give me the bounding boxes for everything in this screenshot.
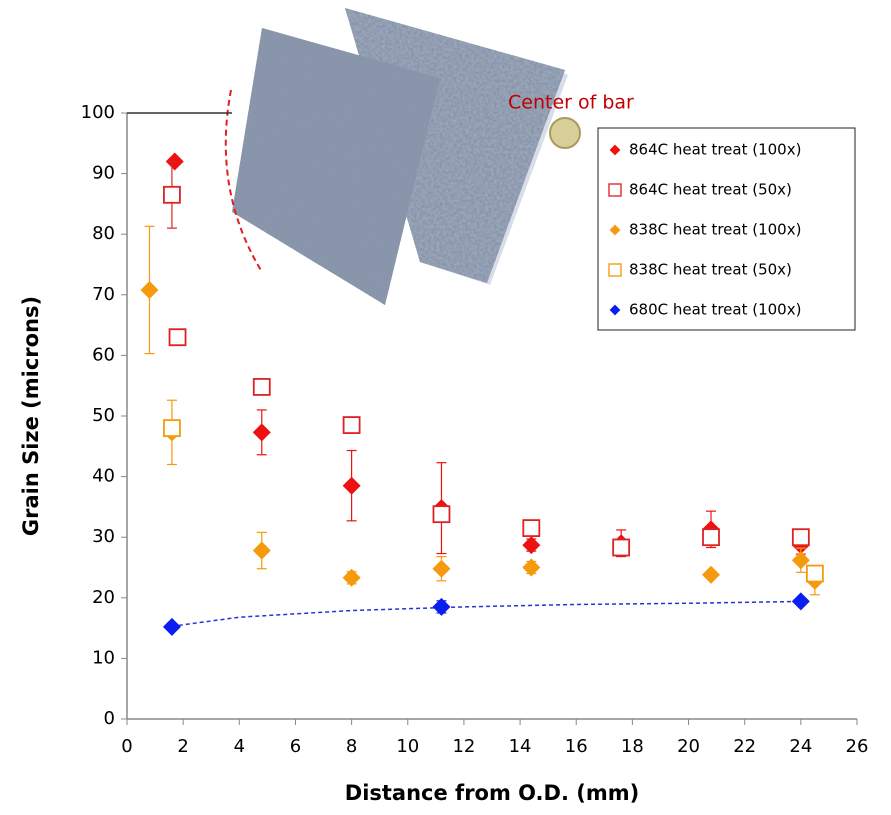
square-marker	[164, 420, 180, 436]
trendline	[172, 601, 801, 626]
square-marker	[703, 529, 719, 545]
y-tick-label: 0	[104, 708, 115, 729]
legend-label: 838C heat treat (100x)	[629, 221, 801, 239]
y-tick-label: 40	[92, 466, 115, 487]
y-tick-label: 10	[92, 647, 115, 668]
legend-label: 864C heat treat (50x)	[629, 181, 792, 199]
diamond-marker	[343, 569, 361, 587]
diamond-marker	[253, 423, 271, 441]
x-axis-title: Distance from O.D. (mm)	[345, 781, 639, 805]
x-tick-label: 20	[677, 736, 700, 757]
legend: 864C heat treat (100x) 864C heat treat (5…	[598, 128, 855, 330]
diamond-marker	[432, 598, 450, 616]
square-marker	[609, 184, 621, 196]
y-tick-label: 20	[92, 587, 115, 608]
square-marker	[523, 520, 539, 536]
square-marker	[164, 187, 180, 203]
square-marker	[433, 506, 449, 522]
y-axis-title: Grain Size (microns)	[19, 296, 43, 536]
x-tick-label: 16	[565, 736, 588, 757]
chart: Center of bar 01020304050607080901000246…	[0, 0, 891, 811]
x-tick-label: 4	[234, 736, 245, 757]
square-marker	[613, 540, 629, 556]
x-tick-label: 22	[733, 736, 756, 757]
x-tick-label: 0	[121, 736, 132, 757]
micrograph-inset	[226, 8, 580, 305]
y-tick-label: 30	[92, 526, 115, 547]
diamond-marker	[163, 618, 181, 636]
square-marker	[254, 379, 270, 395]
y-tick-label: 100	[81, 102, 115, 123]
x-tick-label: 18	[621, 736, 644, 757]
diamond-marker	[140, 281, 158, 299]
x-tick-label: 12	[452, 736, 475, 757]
y-tick-label: 80	[92, 223, 115, 244]
diamond-marker	[522, 536, 540, 554]
y-tick-label: 70	[92, 284, 115, 305]
square-marker	[344, 417, 360, 433]
x-tick-label: 24	[789, 736, 812, 757]
x-tick-label: 8	[346, 736, 357, 757]
square-marker	[807, 566, 823, 582]
annotation: Center of bar	[508, 92, 634, 114]
diamond-marker	[522, 559, 540, 577]
square-marker	[170, 329, 186, 345]
y-tick-label: 90	[92, 163, 115, 184]
diamond-marker	[432, 560, 450, 578]
x-tick-label: 2	[177, 736, 188, 757]
y-tick-label: 50	[92, 405, 115, 426]
legend-label: 864C heat treat (100x)	[629, 141, 801, 159]
diamond-marker	[253, 542, 271, 560]
x-tick-label: 14	[509, 736, 532, 757]
x-tick-label: 10	[396, 736, 419, 757]
square-marker	[609, 264, 621, 276]
legend-label: 838C heat treat (50x)	[629, 261, 792, 279]
x-tick-label: 26	[846, 736, 869, 757]
diamond-marker	[343, 477, 361, 495]
legend-label: 680C heat treat (100x)	[629, 301, 801, 319]
diamond-marker	[702, 566, 720, 584]
y-tick-label: 60	[92, 344, 115, 365]
diamond-marker	[792, 592, 810, 610]
x-tick-label: 6	[290, 736, 301, 757]
square-marker	[793, 529, 809, 545]
